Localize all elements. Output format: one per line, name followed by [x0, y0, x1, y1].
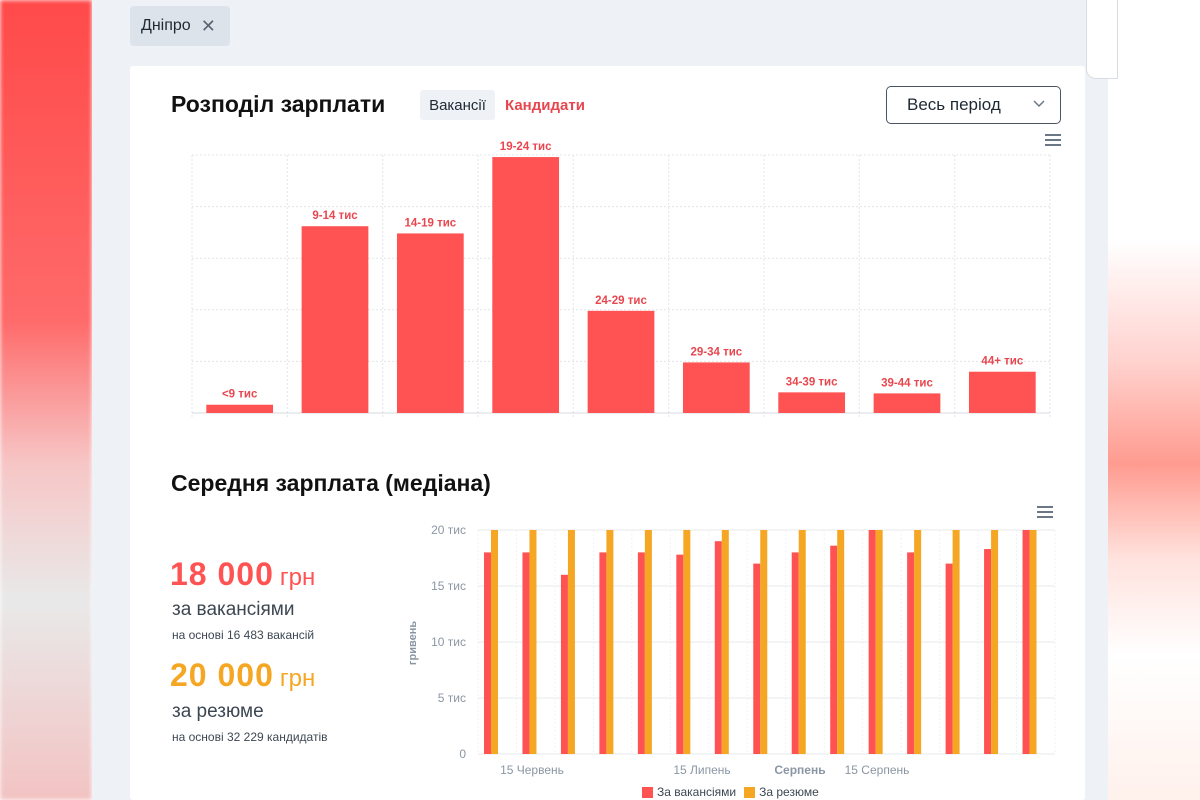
- backdrop-right: [1108, 0, 1200, 800]
- median-resumes-label: за резюме: [172, 701, 264, 722]
- chart-menu-icon[interactable]: [1045, 134, 1061, 146]
- bar-14-19 тис: [396, 233, 464, 413]
- bar-label: 24-29 тис: [595, 295, 647, 307]
- bar-44+ тис: [968, 371, 1036, 413]
- median-vacancies-number: 18 000: [170, 556, 274, 592]
- bar-label: 29-34 тис: [690, 346, 742, 358]
- bar-resumes-1: [529, 530, 537, 754]
- bar-resumes-5: [683, 530, 691, 754]
- bar-29-34 тис: [682, 362, 750, 413]
- bar-label: <9 тис: [222, 389, 258, 401]
- median-vacancies-note: на основі 16 483 вакансій: [172, 628, 315, 642]
- x-tick-label: 15 Липень: [673, 763, 730, 777]
- side-panel-handle[interactable]: [1086, 0, 1118, 79]
- bar-resumes-9: [837, 530, 845, 754]
- bar-resumes-11: [914, 530, 922, 754]
- bar-vacancies-5: [676, 554, 684, 754]
- bar-resumes-4: [644, 530, 652, 754]
- legend-item-vacancies[interactable]: За вакансіями: [642, 785, 736, 799]
- median-resumes-unit: грн: [279, 665, 316, 692]
- y-tick-label: 5 тис: [438, 691, 466, 705]
- bar-resumes-12: [952, 530, 960, 754]
- bar-vacancies-7: [753, 563, 761, 754]
- distribution-chart: <9 тис 9-14 тис 14-19 тис 19-24 тис 24-29 ти…: [191, 141, 1051, 419]
- bar-label: 14-19 тис: [404, 217, 456, 229]
- x-tick-label: Серпень: [774, 763, 825, 777]
- bar-resumes-10: [875, 530, 883, 754]
- y-tick-label: 15 тис: [431, 579, 466, 593]
- bar-vacancies-10: [868, 530, 876, 754]
- distribution-title: Розподіл зарплати: [171, 91, 386, 117]
- filter-chip-city[interactable]: Дніпро ✕: [130, 6, 230, 46]
- y-tick-label: 0: [459, 747, 466, 761]
- median-resumes-value: 20 000 грн: [170, 657, 315, 694]
- legend-label-vacancies: За вакансіями: [657, 785, 737, 799]
- tab-vacancies[interactable]: Вакансії: [420, 90, 495, 120]
- x-tick-label: 15 Серпень: [845, 763, 910, 777]
- bar-vacancies-14: [1022, 530, 1030, 754]
- bar-vacancies-9: [830, 545, 838, 754]
- period-select-value: Весь період: [907, 95, 1001, 114]
- bar-resumes-2: [567, 530, 575, 754]
- bar-label: 34-39 тис: [786, 376, 838, 388]
- bar-<9 тис: [206, 404, 274, 413]
- median-legend: За вакансіями За резюме: [642, 785, 819, 799]
- bar-24-29 тис: [587, 310, 655, 413]
- y-tick-label: 20 тис: [431, 523, 466, 537]
- bar-39-44 тис: [873, 393, 941, 413]
- bar-34-39 тис: [778, 392, 846, 413]
- bar-resumes-14: [1029, 530, 1037, 754]
- bar-vacancies-2: [560, 574, 568, 754]
- bar-label: 19-24 тис: [500, 141, 552, 153]
- median-vacancies-unit: грн: [279, 564, 316, 591]
- median-resumes-number: 20 000: [170, 657, 274, 693]
- bar-vacancies-11: [907, 552, 915, 754]
- median-chart: гривень 0 5 тис 10 тис 15 тис 20 тис 15 Червен…: [407, 523, 1056, 777]
- tab-candidates[interactable]: Кандидати: [505, 96, 585, 114]
- backdrop-left: [0, 0, 92, 800]
- period-select[interactable]: Весь період: [886, 86, 1061, 124]
- bar-resumes-8: [798, 530, 806, 754]
- bar-resumes-6: [721, 530, 729, 754]
- y-tick-label: 10 тис: [431, 635, 466, 649]
- chevron-down-icon: [1033, 100, 1045, 108]
- median-chart-menu-icon[interactable]: [1037, 506, 1053, 518]
- bar-label: 9-14 тис: [312, 210, 358, 222]
- bar-vacancies-13: [984, 549, 992, 754]
- bar-resumes-13: [991, 530, 999, 754]
- x-tick-label: 15 Червень: [500, 763, 564, 777]
- bar-vacancies-1: [522, 552, 530, 754]
- median-resumes-note: на основі 32 229 кандидатів: [172, 730, 328, 744]
- bar-vacancies-4: [637, 552, 645, 754]
- bar-vacancies-6: [714, 541, 722, 754]
- bar-vacancies-3: [599, 552, 607, 754]
- bar-vacancies-8: [791, 552, 799, 754]
- filter-chip-label: Дніпро: [141, 17, 191, 34]
- bar-resumes-3: [606, 530, 614, 754]
- bar-label: 39-44 тис: [881, 377, 933, 389]
- bar-resumes-0: [491, 530, 498, 754]
- median-vacancies-label: за вакансіями: [172, 599, 295, 620]
- bar-vacancies-0: [484, 552, 491, 754]
- bar-9-14 тис: [301, 226, 369, 413]
- bar-vacancies-12: [945, 563, 953, 754]
- median-vacancies-value: 18 000 грн: [170, 556, 315, 593]
- bar-resumes-7: [760, 530, 768, 754]
- close-icon[interactable]: ✕: [200, 15, 216, 36]
- bar-label: 44+ тис: [981, 356, 1023, 368]
- median-title: Середня зарплата (медіана): [171, 470, 491, 496]
- legend-item-resumes[interactable]: За резюме: [744, 785, 819, 799]
- y-axis-title: гривень: [407, 621, 419, 665]
- legend-label-resumes: За резюме: [759, 785, 819, 799]
- bar-19-24 тис: [492, 157, 560, 413]
